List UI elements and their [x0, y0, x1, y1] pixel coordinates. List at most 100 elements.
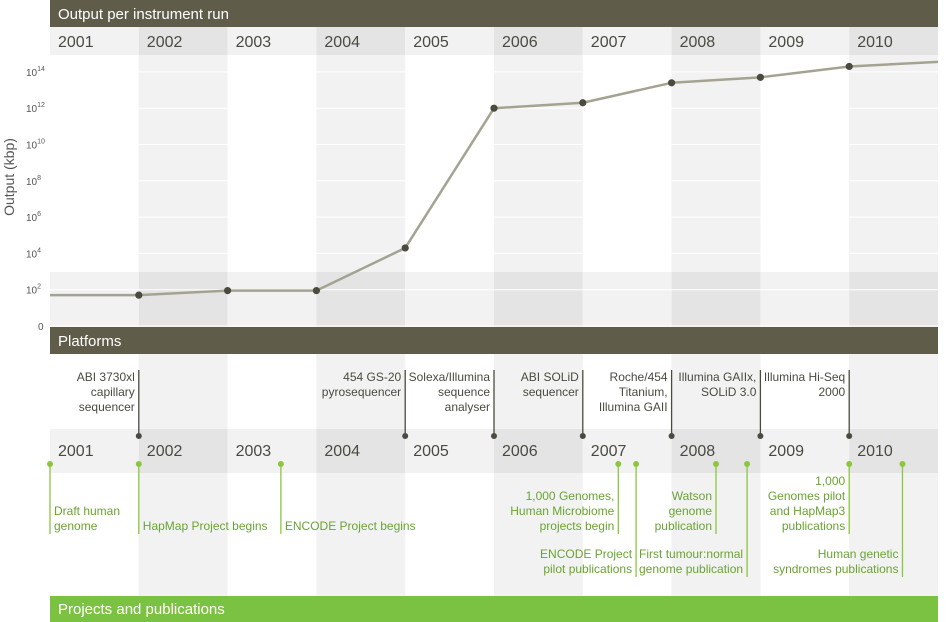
project-label: Human Microbiome	[510, 504, 614, 518]
panel-band-0-2005	[405, 55, 494, 272]
project-label: syndromes publications	[773, 562, 898, 576]
year-labels-middle: 2001 2002 2003 2004 2005 2006 2007 2008 2009 2010	[58, 443, 893, 460]
year-label-top: 2001	[58, 34, 94, 51]
platform-marker	[491, 433, 497, 439]
y-tick-label: 1014	[26, 66, 45, 79]
year-label-middle: 2005	[413, 443, 449, 460]
panel-band-2-2009	[760, 473, 850, 596]
platform-label: Titanium,	[619, 385, 668, 399]
platform-label: Solexa/Illumina	[409, 370, 491, 384]
project-label: Draft human	[54, 504, 120, 518]
platform-label: analyser	[445, 400, 490, 414]
panel-band-1-2007	[582, 354, 672, 429]
project-label: HapMap Project begins	[143, 519, 268, 533]
platform-annotation: Illumina GAIIx,SOLiD 3.0	[678, 370, 764, 439]
output-point	[135, 291, 143, 299]
y-tick-label: 1012	[26, 102, 45, 115]
project-label: Human genetic	[818, 547, 899, 561]
y-axis-label: Output (kbp)	[1, 138, 17, 216]
panel-band-0-2002	[138, 55, 228, 272]
project-label: 1,000 Genomes,	[526, 489, 615, 503]
output-header-bar	[50, 0, 938, 27]
output-point	[579, 99, 587, 107]
panel-band-2-2005	[405, 473, 494, 596]
y-axis-tick-labels: 0 102 104 106 108 1010 1012 1014	[26, 66, 45, 333]
project-annotation: ENCODE Project begins	[277, 461, 416, 534]
y-tick-label: 102	[26, 284, 41, 297]
panel-band-1-2008	[671, 354, 761, 429]
projects-header-bar	[50, 596, 938, 622]
output-point	[756, 73, 765, 81]
panel-band-2-2002	[138, 473, 228, 596]
project-label: ENCODE Project	[540, 547, 633, 561]
project-label: projects begin	[540, 519, 615, 533]
project-label: ENCODE Project begins	[285, 519, 416, 533]
panel-band-1-2004	[316, 354, 406, 429]
panel-band-0-2006	[494, 55, 583, 272]
y-tick-label: 0	[38, 322, 44, 333]
year-label-middle: 2001	[58, 443, 94, 460]
output-point	[668, 79, 676, 87]
platform-label: Illumina Hi-Seq	[764, 370, 845, 384]
platform-label: Illumina GAIIx,	[678, 370, 756, 384]
year-label-top: 2005	[413, 34, 449, 51]
platforms-header-title: Platforms	[58, 333, 121, 350]
year-label-top: 2004	[324, 34, 360, 51]
panel-band-1-2005	[405, 354, 494, 429]
panel-band-2-2007	[582, 473, 672, 596]
year-label-top: 2008	[680, 34, 716, 51]
panel-band-2-2006	[494, 473, 583, 596]
platform-label: 2000	[818, 385, 845, 399]
project-label: and HapMap3	[770, 504, 846, 518]
panel-band-0-2004	[316, 55, 406, 272]
year-label-middle: 2007	[591, 443, 627, 460]
platform-label: Roche/454	[610, 370, 668, 384]
project-label: genome	[669, 504, 713, 518]
project-label: publication	[655, 519, 712, 533]
y-tick-label: 106	[26, 211, 41, 224]
panel-band-1-2010	[849, 354, 938, 429]
project-label: publications	[782, 519, 845, 533]
panel-band-0-2007	[582, 55, 672, 272]
panel-band-1-2009	[760, 354, 850, 429]
panel-band-1-2006	[494, 354, 583, 429]
y-tick-label: 1010	[26, 139, 45, 152]
panel-band-1-2002	[138, 354, 228, 429]
year-label-top: 2009	[768, 34, 804, 51]
panel-band-0-2010	[849, 55, 938, 272]
project-label: Watson	[672, 489, 712, 503]
platform-marker	[668, 433, 675, 439]
project-label: First tumour:normal	[639, 547, 743, 561]
year-label-top: 2006	[502, 34, 538, 51]
project-label: pilot publications	[543, 562, 632, 576]
platform-label: ABI 3730xl	[77, 370, 135, 384]
platforms-header-bar	[50, 327, 938, 354]
year-label-middle: 2006	[502, 443, 538, 460]
year-labels-top: 2001 2002 2003 2004 2005 2006 2007 2008 2009 2010	[58, 34, 893, 51]
output-point	[401, 244, 409, 252]
output-point	[312, 287, 320, 295]
panel-band-0-2009	[760, 55, 850, 272]
platform-label: SOLiD 3.0	[701, 385, 757, 399]
platform-label: sequence	[438, 385, 490, 399]
year-label-top: 2002	[147, 34, 183, 51]
year-label-middle: 2010	[857, 443, 893, 460]
platform-marker	[135, 433, 142, 439]
project-label: genome publication	[639, 562, 743, 576]
platform-label: pyrosequencer	[322, 385, 401, 399]
output-point	[224, 287, 232, 295]
project-label: genome	[54, 519, 98, 533]
platform-label: Illumina GAII	[599, 400, 668, 414]
